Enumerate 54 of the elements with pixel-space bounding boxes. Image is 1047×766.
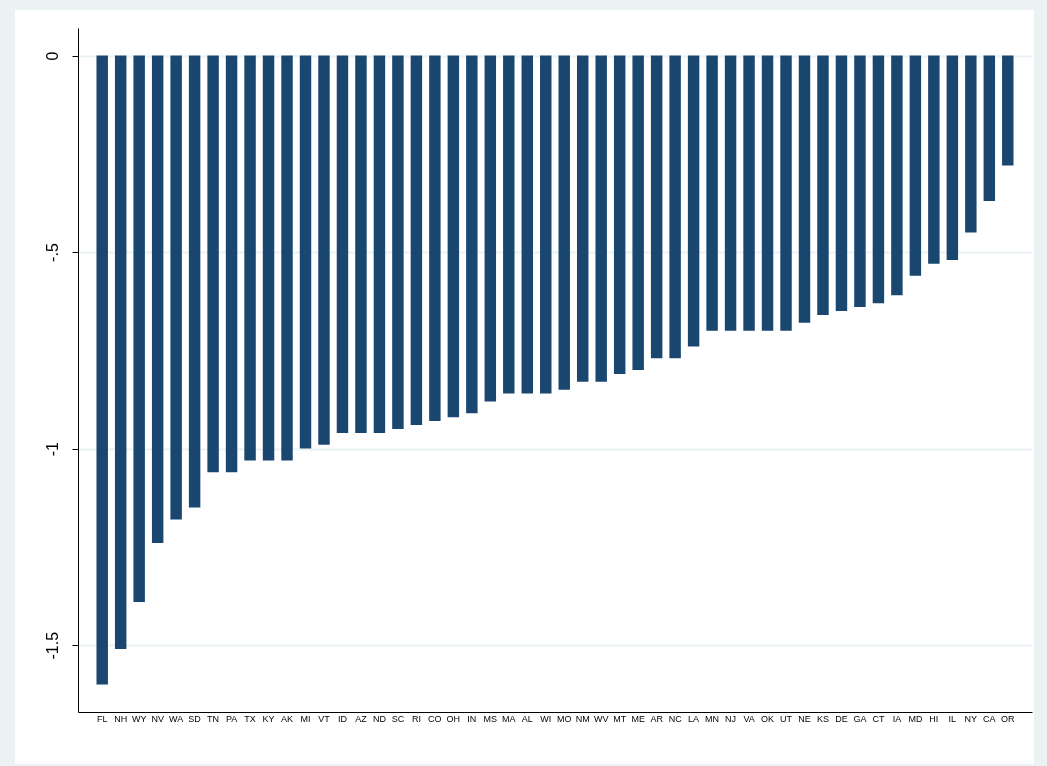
- x-tick-label: SC: [391, 713, 405, 724]
- x-tick-label: FL: [96, 713, 108, 724]
- y-tick-label: -1: [43, 441, 61, 457]
- x-tick-label: HI: [929, 713, 939, 724]
- x-tick-label: SD: [188, 713, 202, 724]
- x-tick-label: IA: [892, 713, 902, 724]
- x-tick-label: NY: [964, 713, 978, 724]
- x-tick-label: CA: [983, 713, 996, 724]
- x-tick-label: OR: [1001, 713, 1016, 724]
- x-tick-label: NV: [151, 713, 164, 724]
- x-tick-label: IN: [467, 713, 477, 724]
- x-tick-label: PA: [225, 713, 238, 724]
- x-tick-label: AR: [650, 713, 664, 724]
- x-tick-label: WI: [540, 713, 552, 724]
- x-tick-label: AL: [521, 713, 533, 724]
- x-tick-label: KY: [262, 713, 275, 724]
- x-tick-label: NE: [798, 713, 811, 724]
- x-tick-label: OK: [761, 713, 775, 724]
- x-tick-label: MT: [613, 713, 627, 724]
- x-tick-label: UT: [780, 713, 793, 724]
- x-tick-label: WV: [593, 713, 609, 724]
- x-tick-label: TX: [244, 713, 256, 724]
- x-tick-label: WA: [169, 713, 184, 724]
- x-tick-label: CO: [428, 713, 442, 724]
- x-tick-label: AZ: [355, 713, 368, 724]
- x-tick-label: NC: [668, 713, 683, 724]
- x-tick-label: RI: [411, 713, 421, 724]
- x-tick-label: VA: [743, 713, 755, 724]
- x-tick-label: LA: [688, 713, 700, 724]
- x-tick-label: MN: [705, 713, 720, 724]
- x-tick-label: MA: [502, 713, 516, 724]
- x-tick-label: IL: [948, 713, 957, 724]
- x-tick-label: MO: [556, 713, 572, 724]
- x-tick-label: VT: [318, 713, 331, 724]
- x-tick-label: GA: [853, 713, 867, 724]
- x-tick-label: KS: [816, 713, 829, 724]
- x-tick-label: ND: [372, 713, 387, 724]
- x-tick-label: ME: [631, 713, 645, 724]
- x-tick-label: WY: [131, 713, 147, 724]
- y-tick-label: -.5: [43, 243, 61, 262]
- x-tick-label: OH: [446, 713, 461, 724]
- x-tick-label: MS: [483, 713, 498, 724]
- x-tick-label: TN: [207, 713, 220, 724]
- x-tick-label: AK: [281, 713, 294, 724]
- x-tick-label: NH: [114, 713, 128, 724]
- y-tick-label: -1.5: [43, 631, 61, 660]
- x-tick-label: MI: [300, 713, 311, 724]
- x-tick-label: MD: [908, 713, 923, 724]
- x-tick-label: DE: [835, 713, 848, 724]
- x-tick-label: CT: [872, 713, 885, 724]
- x-tick-label: NJ: [725, 713, 737, 724]
- y-tick-label: 0: [43, 51, 61, 61]
- x-tick-label: NM: [575, 713, 590, 724]
- x-tick-label: ID: [337, 713, 348, 724]
